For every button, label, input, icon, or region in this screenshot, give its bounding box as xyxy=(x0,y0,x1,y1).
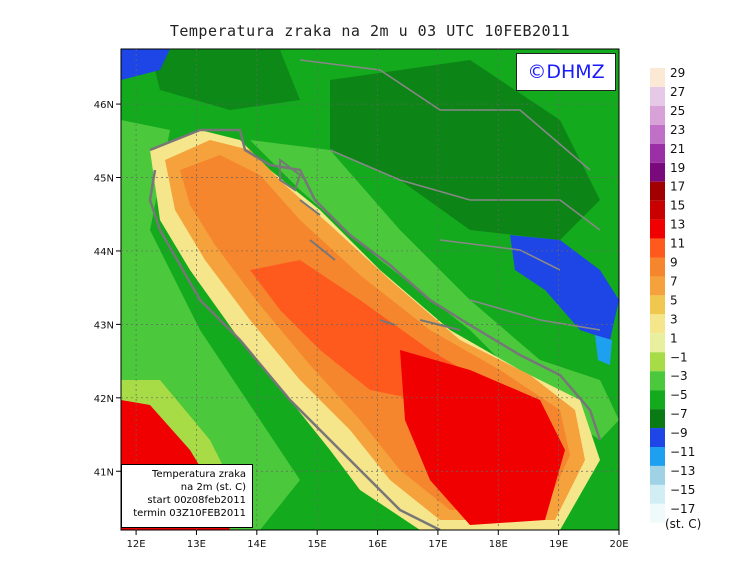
lon-tick-label: 13E xyxy=(187,539,206,550)
cold-area-alps xyxy=(121,49,170,80)
dark-land-alps xyxy=(150,50,300,110)
dark-land-north xyxy=(330,60,600,240)
legend-swatch xyxy=(650,200,665,220)
legend-swatch xyxy=(650,465,665,485)
legend-swatch xyxy=(650,371,665,391)
lat-tick-label: 46N xyxy=(94,100,114,111)
lon-tick-label: 17E xyxy=(428,539,447,550)
legend-label: −5 xyxy=(670,388,688,402)
longitude-axis: 12E 13E 14E 15E 16E 17E 18E 19E 20E xyxy=(127,530,629,550)
legend-swatch xyxy=(650,257,665,277)
legend-label: 15 xyxy=(670,199,685,213)
legend-label: 3 xyxy=(670,312,678,326)
sea-band-13 xyxy=(400,350,565,525)
legend-label: −7 xyxy=(670,407,688,421)
legend-swatch xyxy=(650,295,665,315)
legend-swatch xyxy=(650,219,665,239)
legend-swatch xyxy=(650,143,665,163)
legend-swatch xyxy=(650,333,665,353)
legend-label: 9 xyxy=(670,256,678,270)
plot-frame xyxy=(120,48,620,531)
islands xyxy=(279,158,461,331)
lat-tick-label: 41N xyxy=(94,467,114,478)
cold-area-montenegro xyxy=(595,335,612,365)
legend-swatch xyxy=(650,352,665,372)
borders xyxy=(299,59,601,331)
map-field xyxy=(121,49,619,530)
info-line-1: Temperatura zraka xyxy=(152,469,246,480)
legend-swatch xyxy=(650,503,665,523)
legend-swatch xyxy=(650,428,665,447)
coastline xyxy=(148,128,602,530)
info-box: Temperatura zraka na 2m (st. C) start 00… xyxy=(121,464,253,528)
map-title: Temperatura zraka na 2m u 03 UTC 10FEB20… xyxy=(169,22,571,40)
lat-tick-label: 45N xyxy=(94,174,114,185)
legend-swatch xyxy=(650,124,665,144)
legend-label: 29 xyxy=(670,66,685,80)
legend-label: 13 xyxy=(670,218,685,232)
lat-tick-label: 43N xyxy=(94,320,114,331)
legend-label: −11 xyxy=(670,445,695,459)
legend-label: 27 xyxy=(670,85,685,99)
info-line-4: termin 03Z10FEB2011 xyxy=(133,508,246,519)
legend-label: −17 xyxy=(670,502,695,516)
legend-swatch xyxy=(650,238,665,258)
legend-swatch xyxy=(650,409,665,429)
legend-swatch xyxy=(650,105,665,125)
lon-tick-label: 14E xyxy=(247,539,266,550)
dalmatia-coast-land xyxy=(250,140,619,440)
legend-swatch xyxy=(650,314,665,334)
info-line-2: na 2m (st. C) xyxy=(180,482,246,493)
legend-label: 11 xyxy=(670,237,685,251)
legend-unit: (st. C) xyxy=(665,517,701,531)
legend-swatch xyxy=(650,390,665,410)
legend-swatch xyxy=(650,162,665,182)
latitude-axis: 46N 45N 44N 43N 42N 41N xyxy=(94,100,121,478)
legend-label: −3 xyxy=(670,369,688,383)
lon-tick-label: 15E xyxy=(308,539,327,550)
lon-tick-label: 19E xyxy=(549,539,568,550)
legend-swatch xyxy=(650,86,665,106)
gridlines xyxy=(121,49,619,530)
legend-label: 23 xyxy=(670,123,685,137)
legend-label: −1 xyxy=(670,350,688,364)
legend-swatch xyxy=(650,68,665,87)
lat-tick-label: 42N xyxy=(94,394,114,405)
legend-swatch xyxy=(650,484,665,504)
cold-area-bosnia xyxy=(510,235,619,340)
legend-label: 5 xyxy=(670,293,678,307)
lat-tick-label: 44N xyxy=(94,247,114,258)
legend-swatch xyxy=(650,447,665,466)
legend-label: 1 xyxy=(670,331,678,345)
legend-label: 19 xyxy=(670,161,685,175)
legend-label: −9 xyxy=(670,426,688,440)
legend-label: 21 xyxy=(670,142,685,156)
color-legend: 29 27 25 23 21 19 17 15 13 11 9 7 5 3 1 −1 −3 −5 −7 −9 −11 −1… xyxy=(650,66,695,523)
lon-tick-label: 20E xyxy=(609,539,628,550)
legend-label: 17 xyxy=(670,180,685,194)
dhmz-logo: ©DHMZ xyxy=(516,53,616,91)
lon-tick-label: 12E xyxy=(127,539,146,550)
legend-swatch xyxy=(650,276,665,296)
lon-tick-label: 16E xyxy=(368,539,387,550)
legend-label: −13 xyxy=(670,464,695,478)
lon-tick-label: 18E xyxy=(489,539,508,550)
legend-label: 25 xyxy=(670,104,685,118)
legend-swatch xyxy=(650,181,665,201)
legend-label: 7 xyxy=(670,274,678,288)
legend-label: −15 xyxy=(670,483,695,497)
info-line-3: start 00z08feb2011 xyxy=(147,495,246,506)
